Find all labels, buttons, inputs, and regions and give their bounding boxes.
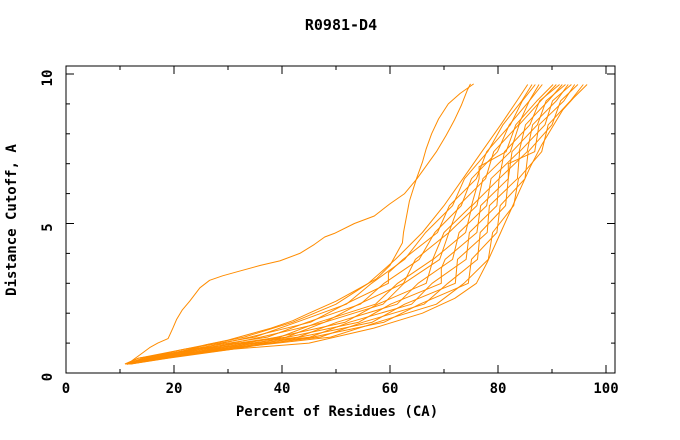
model-curve: [130, 84, 588, 365]
x-tick-label: 80: [490, 381, 507, 397]
model-curve: [127, 83, 474, 365]
model-curve: [127, 84, 563, 365]
model-curves-group: [124, 83, 588, 365]
y-axis-label: Distance Cutoff, A: [4, 144, 20, 296]
model-curve: [124, 84, 536, 365]
chart-title: R0981-D4: [305, 16, 377, 34]
x-tick-label: 100: [593, 381, 618, 397]
model-curve: [125, 84, 533, 365]
x-axis-label: Percent of Residues (CA): [236, 404, 438, 420]
y-tick-label: 5: [40, 223, 56, 231]
x-tick-label: 0: [62, 381, 70, 397]
model-curve: [126, 83, 471, 365]
model-curve: [126, 84, 540, 365]
model-curve: [128, 84, 569, 365]
y-tick-label: 0: [40, 373, 56, 381]
y-tick-label: 10: [40, 70, 56, 87]
plot-border: [65, 65, 616, 374]
model-curve: [128, 84, 560, 365]
x-tick-label: 40: [274, 381, 291, 397]
model-curve: [129, 84, 566, 365]
model-curve: [130, 84, 579, 365]
model-curve: [126, 84, 557, 365]
x-tick-label: 60: [382, 381, 399, 397]
model-curve: [125, 84, 529, 365]
model-curve: [129, 84, 576, 365]
model-curve: [126, 84, 543, 365]
x-tick-label: 20: [166, 381, 183, 397]
axes-group: 0 20 40 60 80 100 0 5 10: [40, 65, 619, 397]
model-curve: [127, 84, 554, 365]
